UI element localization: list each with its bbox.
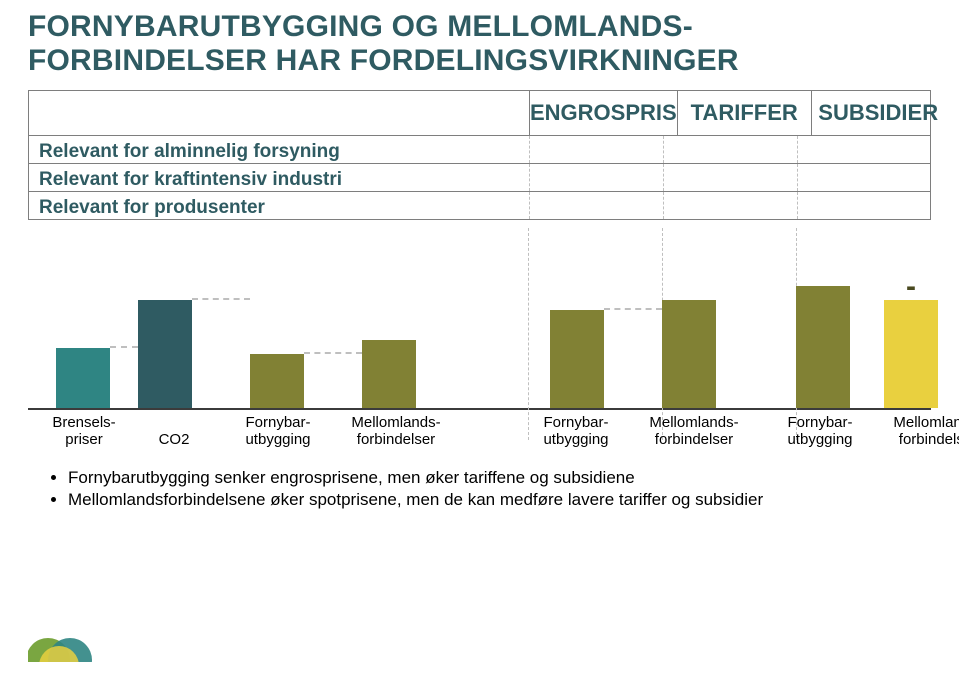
title-block: FORNYBARUTBYGGING OG MELLOMLANDS- FORBIN… xyxy=(28,10,931,78)
chart-bar xyxy=(550,310,604,408)
column-header-tariffer: TARIFFER xyxy=(677,91,811,135)
stub-label: Relevant for kraftintensiv industri xyxy=(29,164,529,191)
stub-cell xyxy=(529,164,663,191)
column-header-spacer xyxy=(29,91,529,135)
bar-dash-link xyxy=(192,298,250,300)
stub-cell xyxy=(529,136,663,163)
chart-bar xyxy=(362,340,416,408)
bar-value-label: - xyxy=(272,324,282,358)
stub-cell xyxy=(663,164,797,191)
stub-rows: Relevant for alminnelig forsyningRelevan… xyxy=(28,136,931,220)
x-axis-label: CO2 xyxy=(138,432,210,449)
column-header-engrospris: ENGROSPRIS xyxy=(529,91,677,135)
stub-cell xyxy=(663,192,797,219)
chart-bar xyxy=(56,348,110,408)
column-header-label: ENGROSPRIS xyxy=(530,100,677,126)
column-header-row: ENGROSPRIS TARIFFER SUBSIDIER xyxy=(28,90,931,136)
x-axis-label: Mellomlands-forbindelser xyxy=(630,415,758,448)
chart-bar xyxy=(138,300,192,408)
x-axis-label: Brensels-priser xyxy=(40,415,128,448)
bar-value-label: + xyxy=(568,280,586,314)
notes-list: Fornybarutbygging senker engrosprisene, … xyxy=(28,468,931,510)
bar-dash-link xyxy=(110,346,138,348)
note-item: Fornybarutbygging senker engrosprisene, … xyxy=(68,468,931,488)
x-axis-label: Mellomlands-forbindelser xyxy=(874,415,959,448)
title-line-2: FORBINDELSER HAR FORDELINGSVIRKNINGER xyxy=(28,44,931,78)
brand-logo-icon xyxy=(28,626,98,662)
bar-value-label: + xyxy=(380,310,398,344)
bar-value-label: + xyxy=(814,256,832,290)
column-header-label: SUBSIDIER xyxy=(818,100,938,126)
stub-label: Relevant for alminnelig forsyning xyxy=(29,136,529,163)
chart-bar xyxy=(796,286,850,408)
chart-bar xyxy=(250,354,304,408)
stub-cell xyxy=(797,164,931,191)
x-axis-label: Fornybar-utbygging xyxy=(766,415,874,448)
note-item: Mellomlandsforbindelsene øker spotprisen… xyxy=(68,490,931,510)
bar-value-label: - xyxy=(906,270,916,304)
stub-cell xyxy=(797,192,931,219)
bar-dash-link xyxy=(604,308,662,310)
x-axis-label: Fornybar-utbygging xyxy=(224,415,332,448)
stub-cell xyxy=(529,192,663,219)
bar-chart: -+++/-+-Brensels-priserCO2Fornybar-utbyg… xyxy=(28,240,931,440)
chart-bar xyxy=(884,300,938,408)
bar-dash-link xyxy=(304,352,362,354)
panel-divider xyxy=(528,228,529,440)
title-line-1: FORNYBARUTBYGGING OG MELLOMLANDS- xyxy=(28,10,931,44)
x-axis-label: Mellomlands-forbindelser xyxy=(332,415,460,448)
column-header-subsidier: SUBSIDIER xyxy=(811,91,945,135)
stub-row: Relevant for alminnelig forsyning xyxy=(28,136,931,164)
stub-row: Relevant for produsenter xyxy=(28,192,931,220)
stub-label: Relevant for produsenter xyxy=(29,192,529,219)
column-header-label: TARIFFER xyxy=(691,100,798,126)
stub-cell xyxy=(797,136,931,163)
stub-row: Relevant for kraftintensiv industri xyxy=(28,164,931,192)
bar-value-label: +/- xyxy=(671,270,707,304)
chart-bar xyxy=(662,300,716,408)
stub-cell xyxy=(663,136,797,163)
slide-root: FORNYBARUTBYGGING OG MELLOMLANDS- FORBIN… xyxy=(0,0,959,676)
x-axis-label: Fornybar-utbygging xyxy=(522,415,630,448)
